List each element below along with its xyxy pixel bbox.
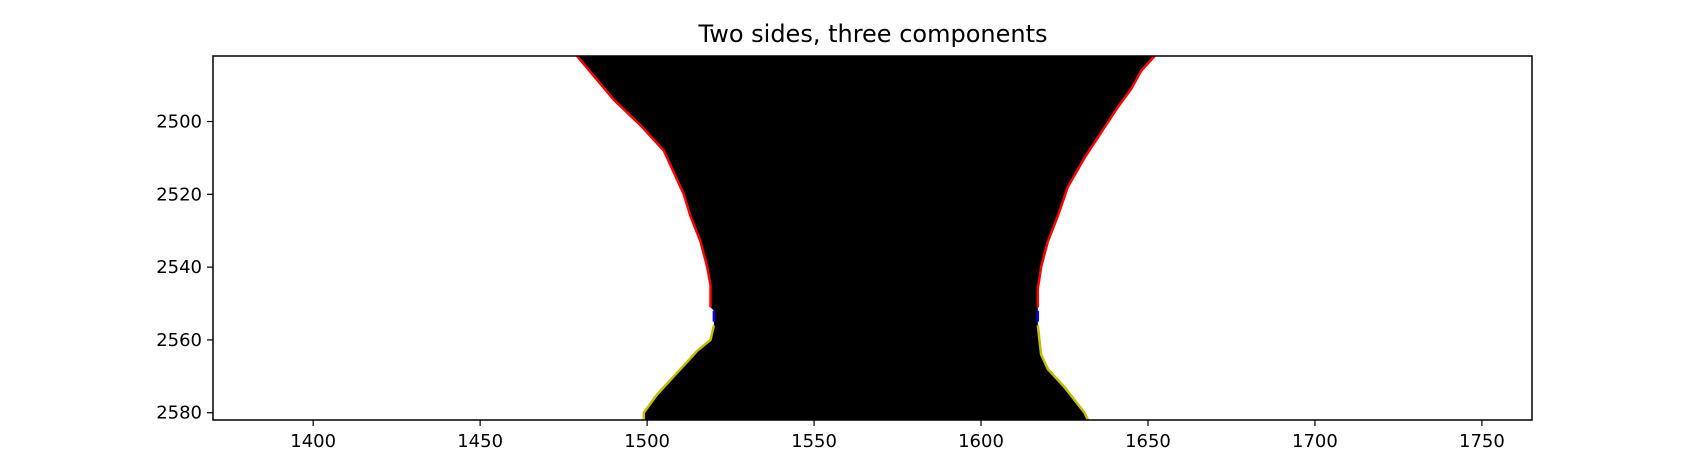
chart-title: Two sides, three components (698, 20, 1048, 48)
y-tick-label: 2560 (156, 330, 202, 351)
plot-frame (212, 55, 1533, 421)
right-boundary-yellow-segment (1036, 325, 1090, 420)
x-tick-label: 1650 (1125, 431, 1171, 452)
y-tick-label: 2520 (156, 184, 202, 205)
plot-area (213, 56, 1532, 420)
y-tick-label: 2580 (156, 403, 202, 424)
left-boundary-red-segment (576, 56, 712, 308)
left-boundary-yellow-segment (642, 325, 716, 420)
y-axis: 2500 2520 2540 2560 2580 (156, 112, 213, 424)
x-tick-label: 1400 (290, 431, 336, 452)
x-tick-label: 1700 (1292, 431, 1338, 452)
y-tick-label: 2500 (156, 112, 202, 133)
boundary-lines (576, 56, 1156, 420)
x-tick-label: 1750 (1459, 431, 1505, 452)
x-tick-label: 1500 (624, 431, 670, 452)
y-tick-label: 2540 (156, 257, 202, 278)
x-tick-label: 1450 (457, 431, 503, 452)
x-axis: 1400 1450 1500 1550 1600 1650 1700 1750 (290, 420, 1505, 452)
x-tick-label: 1600 (958, 431, 1004, 452)
x-tick-label: 1550 (791, 431, 837, 452)
foreground-region (577, 56, 1155, 420)
right-boundary-red-segment (1036, 56, 1156, 308)
